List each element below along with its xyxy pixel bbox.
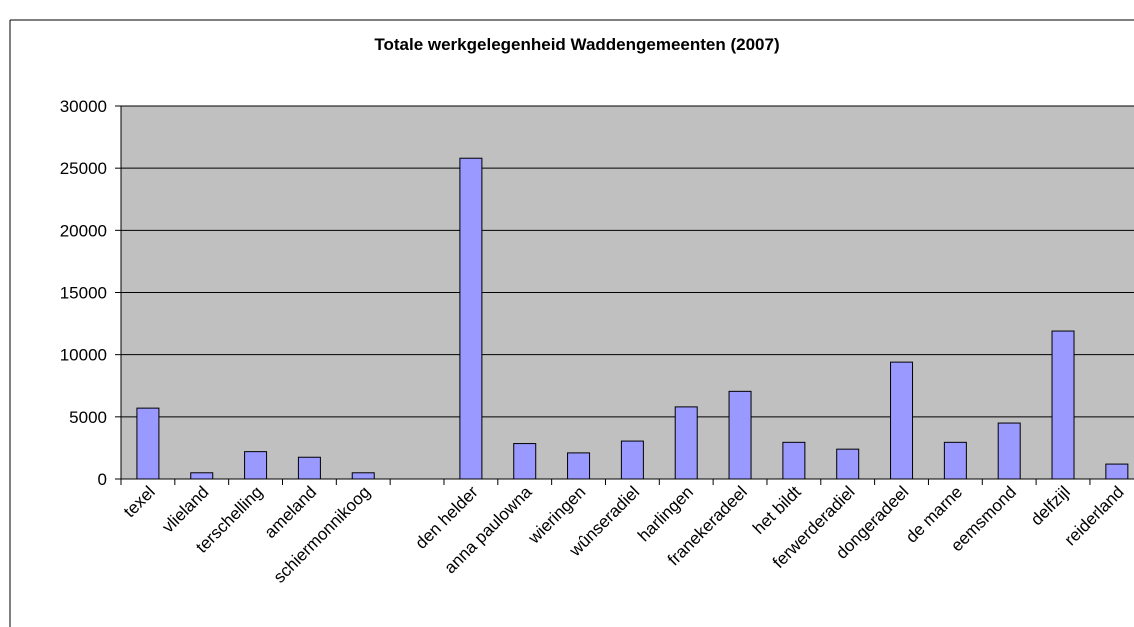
bar	[351, 472, 375, 480]
x-tick-label: texel	[120, 482, 159, 521]
y-tick-label: 25000	[60, 159, 107, 178]
bar	[567, 452, 591, 480]
y-tick-label: 5000	[69, 408, 107, 427]
bar	[620, 440, 644, 480]
bar	[459, 157, 483, 480]
y-tick-label: 10000	[60, 346, 107, 365]
chart-title: Totale werkgelegenheid Waddengemeenten (…	[374, 35, 779, 54]
y-tick-label: 20000	[60, 221, 107, 240]
bar	[136, 407, 160, 480]
bar	[728, 390, 752, 480]
x-tick-label: schiermonnikoog	[270, 482, 374, 586]
y-tick-label: 30000	[60, 97, 107, 116]
bar	[244, 451, 268, 480]
bar	[190, 472, 214, 480]
x-tick-label: vlieland	[158, 482, 212, 536]
bar	[943, 441, 967, 480]
y-tick-label: 0	[98, 470, 107, 489]
bar	[1051, 330, 1075, 480]
bar	[890, 361, 914, 480]
bar	[513, 443, 537, 480]
bar	[674, 406, 698, 480]
bar	[782, 441, 806, 480]
x-tick-label: delfzijl	[1027, 482, 1074, 529]
y-tick-label: 15000	[60, 284, 107, 303]
bar	[997, 422, 1021, 480]
x-tick-label: reiderland	[1061, 482, 1128, 549]
bar	[836, 448, 860, 480]
bar	[297, 456, 321, 480]
bar	[1105, 463, 1129, 480]
